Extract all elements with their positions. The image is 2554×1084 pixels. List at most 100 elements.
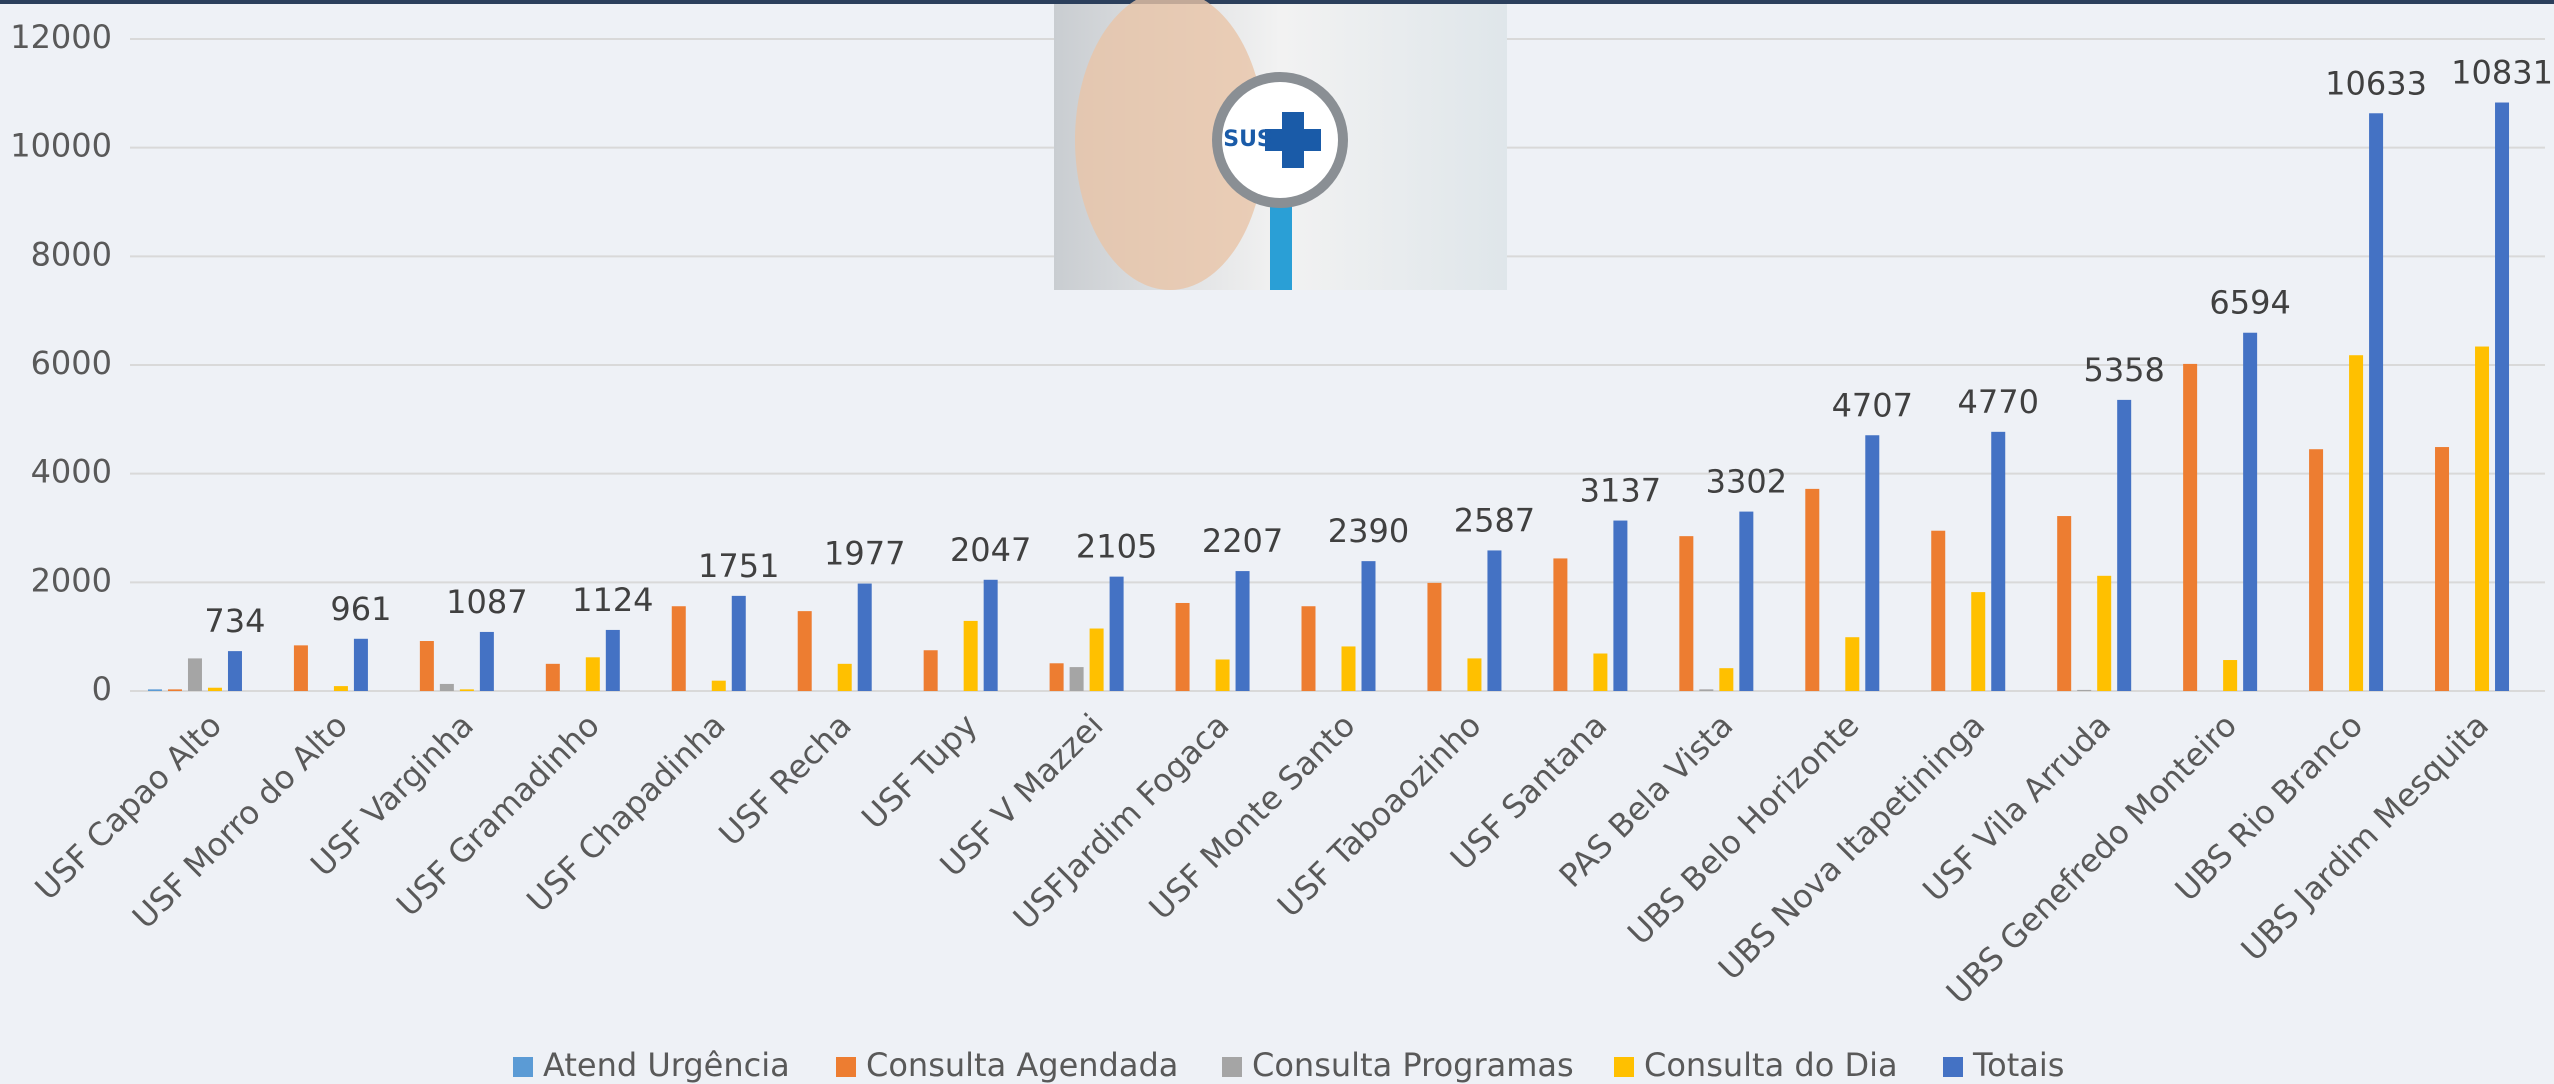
bar [1971,592,1986,691]
bar [2097,575,2112,691]
value-label: 1087 [446,583,527,621]
bar [1361,561,1376,691]
bar [187,658,202,691]
legend-label: Atend Urgência [543,1046,790,1084]
bar [1467,658,1482,691]
bar [1865,435,1880,691]
bar [167,689,182,691]
bar [2495,102,2510,691]
bar [1069,667,1084,691]
photo: SUS [1054,0,1507,290]
bar [2349,355,2364,691]
y-tick-label: 10000 [10,127,112,165]
value-label: 1751 [698,547,779,585]
x-tick-label: USF Monte Santo [1142,706,1363,927]
value-label: 3137 [1580,472,1661,510]
bar [2077,689,2092,691]
bar [1739,511,1754,691]
value-label: 10633 [2325,64,2427,102]
value-label: 1977 [824,535,905,573]
bar [1089,628,1104,691]
bar [479,631,494,691]
bar [2057,516,2072,691]
bar [585,657,600,691]
bar [147,689,162,691]
bar [1845,637,1860,691]
legend-label: Consulta do Dia [1644,1046,1898,1084]
bar [1719,668,1734,691]
legend-label: Consulta Programas [1252,1046,1574,1084]
bar [1049,663,1064,691]
value-label: 4770 [1958,383,2039,421]
value-label: 2047 [950,531,1031,569]
value-label: 734 [204,602,265,640]
value-label: 2207 [1202,522,1283,560]
photo-label: SUS [1223,127,1273,152]
bar [857,583,872,691]
value-label: 2105 [1076,528,1157,566]
bar [2309,449,2324,691]
bar [293,645,308,691]
bar [2223,660,2238,691]
value-label: 5358 [2083,351,2164,389]
bar [605,629,620,691]
value-label: 961 [330,590,391,628]
bar [963,620,978,691]
bar [2475,346,2490,691]
y-tick-label: 8000 [31,235,112,273]
y-tick-label: 0 [92,670,112,708]
value-label: 2587 [1454,501,1535,539]
bar [2369,113,2384,691]
y-tick-label: 12000 [10,18,112,56]
x-tick-label: USF Morro do Alto [125,706,355,936]
value-label: 3302 [1706,463,1787,501]
bar [711,680,726,691]
bar [2243,332,2258,691]
bar [1215,659,1230,691]
bar [207,687,222,691]
bar [1613,520,1628,691]
bar [2183,363,2198,691]
legend-swatch [1222,1057,1242,1077]
bar [1699,689,1714,691]
bar [1553,558,1568,691]
bar [797,611,812,691]
bar [923,650,938,691]
x-tick-label: UBS Belo Horizonte [1620,706,1866,952]
legend-label: Totais [1972,1046,2064,1084]
bar [1109,576,1124,691]
x-tick-label: USF Tupy [854,706,984,836]
legend-swatch [1943,1057,1963,1077]
bar [1593,653,1608,691]
bar [1679,536,1694,691]
top-strip [0,0,2554,4]
x-tick-label: USFJardim Fogaca [1006,706,1237,937]
bar [671,606,686,691]
bar [1235,571,1250,691]
y-tick-label: 4000 [31,453,112,491]
bar [983,579,998,691]
bar [1341,646,1356,691]
bar [439,683,454,691]
bar [2435,447,2450,691]
legend-swatch [1614,1057,1634,1077]
x-tick-label: USF Recha [711,706,858,853]
bar [419,641,434,691]
bar [1301,606,1316,691]
bar [333,686,348,691]
bar [545,663,560,691]
legend-label: Consulta Agendada [866,1046,1178,1084]
value-label: 2390 [1328,512,1409,550]
bar [1991,431,2006,691]
bar [731,595,746,691]
bar [1175,602,1190,691]
y-tick-label: 2000 [31,561,112,599]
value-label: 10831 [2451,54,2553,92]
legend-swatch [513,1057,533,1077]
bar [2117,399,2132,691]
bar [1805,488,1820,691]
legend-swatch [836,1057,856,1077]
bar [227,651,242,691]
value-label: 4707 [1832,386,1913,424]
